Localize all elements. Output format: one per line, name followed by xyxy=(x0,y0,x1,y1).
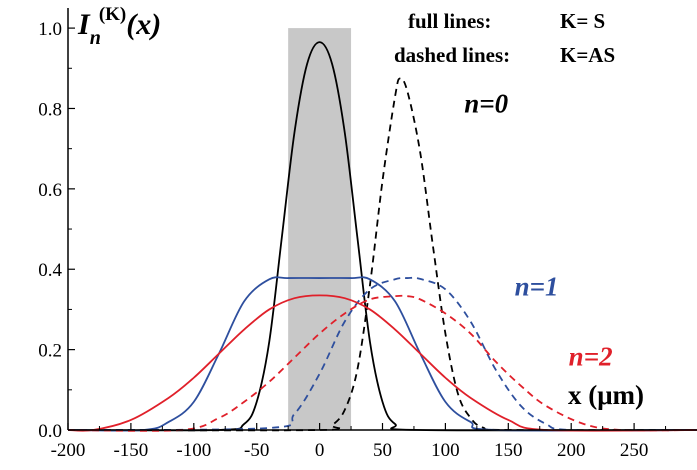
legend-full-value: K= S xyxy=(560,9,605,33)
ticks: -200 -150 -100 -50 0 50 100 150 200 250 0.0 0.2 0.4 0… xyxy=(38,19,667,461)
x-tick-label: 100 xyxy=(431,440,460,461)
y-tick-label: 0.8 xyxy=(38,99,62,120)
x-tick-label: 250 xyxy=(620,440,649,461)
shaded-region xyxy=(288,28,352,430)
y-tick-label: 0.2 xyxy=(38,341,62,362)
series-label-n1: n=1 xyxy=(515,271,559,301)
annotations: n=0 n=1 n=2 xyxy=(464,88,612,371)
y-tick-label: 0.0 xyxy=(38,421,62,442)
legend-full-label: full lines: xyxy=(408,9,491,33)
legend-dashed-label: dashed lines: xyxy=(394,43,510,67)
x-tick-label: 0 xyxy=(315,440,325,461)
series-line-n2-AS xyxy=(67,294,697,432)
x-tick-label: -150 xyxy=(113,440,148,461)
y-tick-label: 0.6 xyxy=(38,180,62,201)
series-line-n1-AS xyxy=(67,276,697,432)
y-axis-label-sub: n xyxy=(90,27,101,49)
series-label-n0: n=0 xyxy=(464,88,508,118)
x-axis-label: x (μm) xyxy=(568,380,644,410)
x-tick-label: 150 xyxy=(494,440,523,461)
y-axis-label-main: I xyxy=(77,8,91,41)
x-tick-label: -50 xyxy=(244,440,269,461)
y-axis-label-sup: (K) xyxy=(99,4,126,25)
series-layer xyxy=(67,41,697,432)
y-tick-label: 1.0 xyxy=(38,19,62,40)
series-line-n0-S xyxy=(67,41,697,432)
series-label-n2: n=2 xyxy=(569,342,613,372)
y-tick-label: 0.4 xyxy=(38,260,62,281)
series-line-n1-S xyxy=(67,276,697,432)
series-line-n0-AS xyxy=(67,77,697,432)
y-axis-label-arg: (x) xyxy=(126,8,161,41)
y-axis-label: In(K)(x) xyxy=(77,4,161,49)
x-tick-label: 50 xyxy=(373,440,392,461)
x-tick-label: 200 xyxy=(557,440,586,461)
legend-dashed-value: K=AS xyxy=(560,43,615,67)
x-tick-label: -200 xyxy=(51,440,86,461)
series-line-n2-S xyxy=(67,294,697,432)
x-tick-label: -100 xyxy=(176,440,211,461)
